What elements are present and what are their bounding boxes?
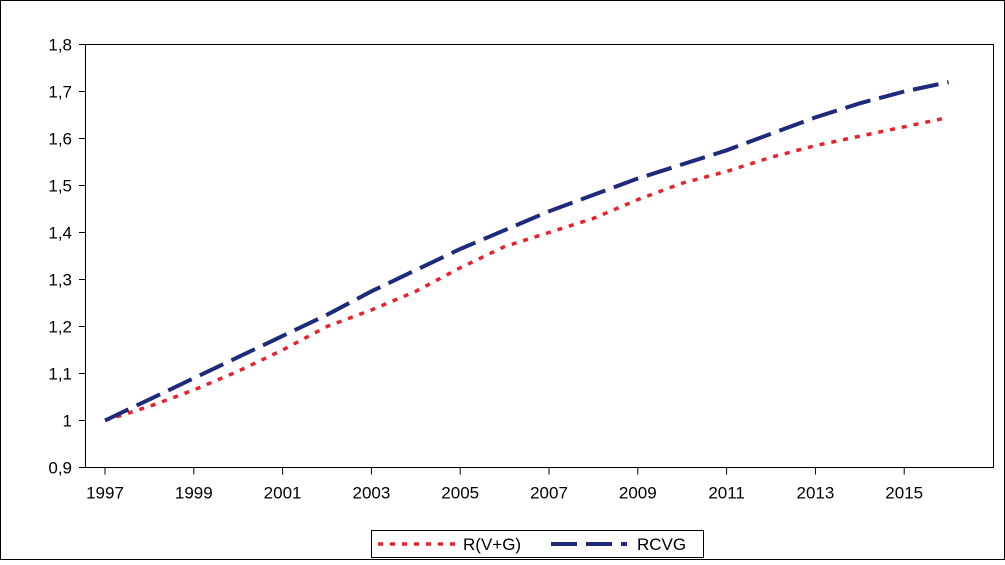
y-tick-label: 1,4 (48, 224, 72, 243)
x-tick-label: 2003 (352, 484, 390, 503)
x-tick-label: 2001 (264, 484, 302, 503)
y-tick-label: 0,9 (48, 459, 72, 478)
x-tick-label: 2011 (708, 484, 745, 503)
x-tick-label: 1999 (175, 484, 213, 503)
y-tick-label: 1,5 (48, 177, 72, 196)
legend: R(V+G) RCVG (372, 531, 704, 558)
y-tick-label: 1,8 (48, 36, 72, 55)
x-tick-label: 2009 (619, 484, 657, 503)
x-tick-label: 1997 (86, 484, 124, 503)
legend-label-r-v-g: R(V+G) (463, 535, 521, 554)
y-tick-label: 1,2 (48, 318, 72, 337)
y-tick-label: 1,7 (48, 83, 72, 102)
y-tick-label: 1,6 (48, 130, 72, 149)
x-tick-label: 2005 (441, 484, 479, 503)
y-tick-label: 1,1 (48, 365, 72, 384)
x-tick-label: 2013 (796, 484, 834, 503)
x-tick-label: 2007 (530, 484, 568, 503)
y-tick-label: 1 (63, 412, 72, 431)
y-tick-label: 1,3 (48, 271, 72, 290)
x-tick-label: 2015 (885, 484, 923, 503)
legend-label-rcvg: RCVG (637, 535, 686, 554)
